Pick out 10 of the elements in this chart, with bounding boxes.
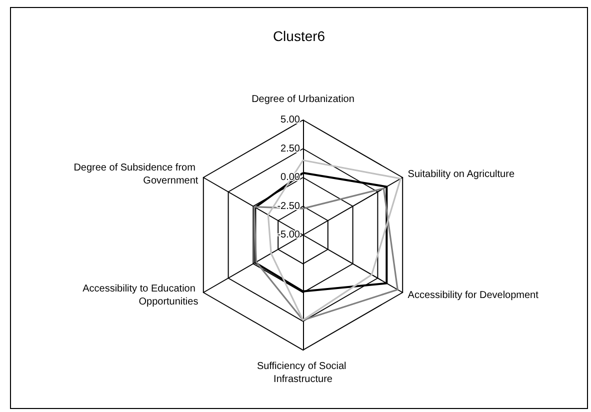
spoke-label: Degree of Urbanization [252, 94, 354, 105]
y-tick-label: 2.50 [280, 143, 300, 154]
y-tick-label: -2.50 [277, 200, 300, 212]
spoke-label: Degree of Subsidence from Government [74, 162, 198, 186]
spoke-label: Suitability on Agriculture [408, 169, 515, 180]
spoke-label: Sufficiency of Social Infrastructure [256, 361, 350, 385]
spoke-label: Accessibility to Education Opportunities [82, 284, 198, 308]
y-tick-label: 5.00 [280, 114, 300, 126]
spoke-label: Accessibility for Development [408, 290, 539, 301]
chart-title: Cluster6 [272, 28, 326, 44]
